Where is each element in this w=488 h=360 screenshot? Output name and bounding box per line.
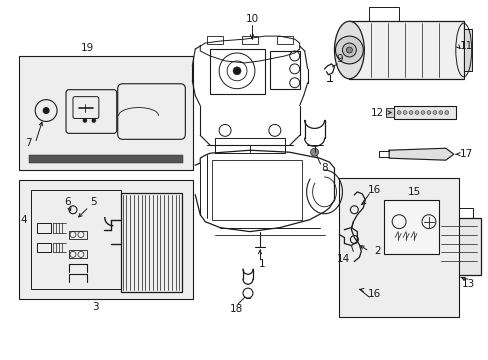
- Bar: [212, 160, 301, 220]
- Text: 2: 2: [373, 247, 380, 256]
- Text: 10: 10: [245, 14, 258, 24]
- Circle shape: [426, 111, 430, 114]
- Text: 16: 16: [367, 289, 380, 299]
- Bar: [242, 36, 257, 44]
- Text: 7: 7: [25, 138, 32, 148]
- Bar: [339, 178, 458, 317]
- Bar: [37, 223, 51, 233]
- Circle shape: [408, 111, 412, 114]
- Bar: [349, 21, 463, 79]
- Ellipse shape: [334, 21, 364, 79]
- Text: 15: 15: [407, 187, 420, 197]
- Text: 6: 6: [64, 197, 71, 207]
- Bar: [37, 243, 51, 252]
- Circle shape: [444, 111, 448, 114]
- Text: 19: 19: [81, 43, 94, 53]
- Text: 11: 11: [459, 41, 472, 51]
- Bar: [386, 108, 393, 117]
- Text: 8: 8: [321, 163, 327, 173]
- Bar: [69, 251, 87, 258]
- Bar: [29, 155, 183, 163]
- Bar: [436, 218, 480, 275]
- Bar: [210, 49, 264, 94]
- Text: 13: 13: [461, 279, 474, 289]
- Text: 4: 4: [20, 215, 26, 225]
- Bar: [19, 180, 193, 299]
- Bar: [215, 138, 284, 153]
- Circle shape: [43, 108, 49, 113]
- Circle shape: [396, 111, 400, 114]
- Circle shape: [92, 118, 96, 122]
- Text: 14: 14: [336, 255, 349, 264]
- Bar: [207, 36, 223, 44]
- Circle shape: [342, 43, 356, 57]
- Polygon shape: [388, 148, 453, 160]
- Text: 18: 18: [229, 304, 242, 314]
- Bar: [69, 231, 87, 239]
- Circle shape: [335, 36, 363, 64]
- Text: 5: 5: [90, 197, 97, 207]
- Circle shape: [310, 148, 318, 156]
- Text: 16: 16: [367, 185, 380, 195]
- Bar: [269, 51, 299, 89]
- Circle shape: [83, 118, 87, 122]
- Bar: [444, 208, 472, 218]
- Circle shape: [420, 111, 424, 114]
- Circle shape: [438, 111, 442, 114]
- Circle shape: [414, 111, 418, 114]
- Text: 3: 3: [92, 302, 99, 312]
- Circle shape: [233, 67, 241, 75]
- Text: 12: 12: [370, 108, 383, 117]
- Bar: [393, 105, 455, 120]
- Bar: [463, 29, 471, 71]
- Bar: [276, 36, 292, 44]
- Bar: [121, 193, 182, 292]
- Bar: [368, 7, 398, 21]
- Text: 9: 9: [335, 54, 342, 64]
- Bar: [384, 200, 438, 255]
- Text: 1: 1: [258, 259, 264, 269]
- Bar: [19, 56, 193, 170]
- Circle shape: [346, 47, 352, 53]
- Circle shape: [402, 111, 406, 114]
- Text: 17: 17: [459, 149, 472, 159]
- Bar: [31, 190, 121, 289]
- Circle shape: [432, 111, 436, 114]
